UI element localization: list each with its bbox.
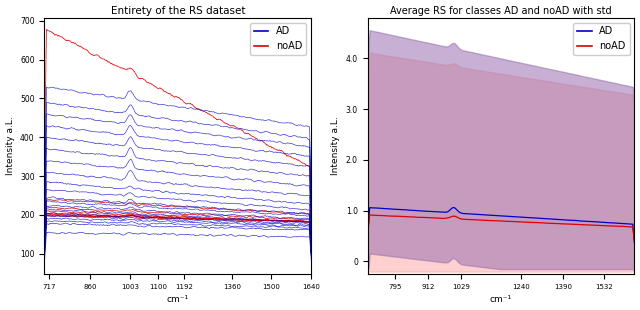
X-axis label: cm⁻¹: cm⁻¹ xyxy=(167,295,189,304)
Title: Entirety of the RS dataset: Entirety of the RS dataset xyxy=(111,6,245,16)
Y-axis label: Intensity a.L.: Intensity a.L. xyxy=(332,117,340,175)
Y-axis label: Intensity a.L.: Intensity a.L. xyxy=(6,117,15,175)
Legend: AD, noAD: AD, noAD xyxy=(250,23,307,55)
Title: Average RS for classes AD and noAD with std: Average RS for classes AD and noAD with … xyxy=(390,6,612,16)
Legend: AD, noAD: AD, noAD xyxy=(573,23,630,55)
X-axis label: cm⁻¹: cm⁻¹ xyxy=(490,295,512,304)
